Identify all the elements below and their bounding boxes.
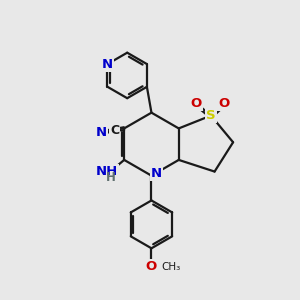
Text: O: O <box>146 260 157 274</box>
Text: NH: NH <box>95 165 118 178</box>
Text: N: N <box>96 126 107 139</box>
Text: S: S <box>206 109 216 122</box>
Text: O: O <box>191 97 202 110</box>
Text: N: N <box>102 58 113 70</box>
Text: O: O <box>218 97 230 110</box>
Text: C: C <box>110 124 119 136</box>
Text: CH₃: CH₃ <box>161 262 180 272</box>
Text: N: N <box>151 167 162 180</box>
Text: H: H <box>106 171 116 184</box>
